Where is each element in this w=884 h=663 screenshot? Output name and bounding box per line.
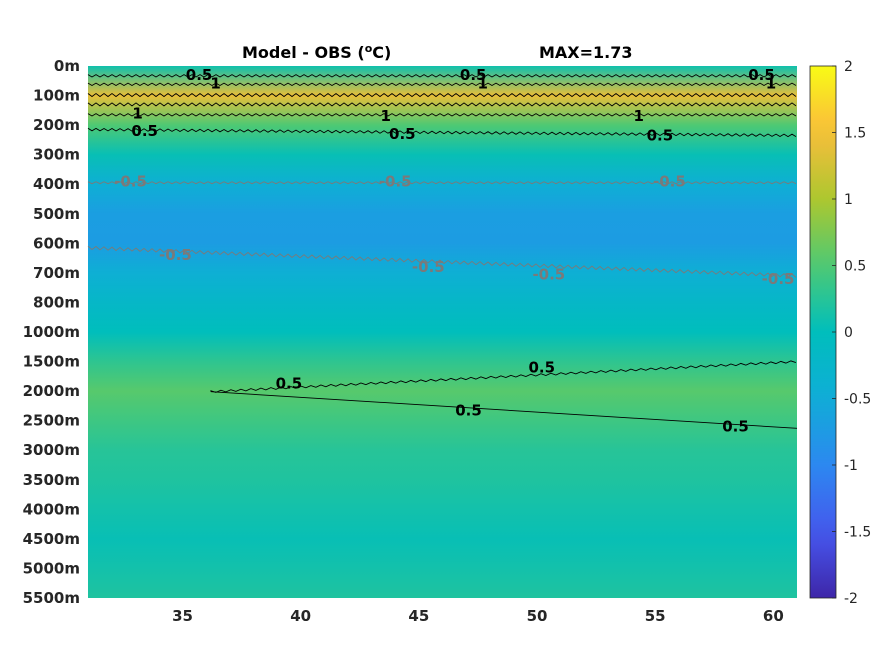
colorbar: 2 1.5 1 0.5 0 -0.5 -1 -1.5 -2 <box>809 59 871 607</box>
y-tick-label: 4500m <box>23 530 80 548</box>
contour-label: 0.5 <box>647 126 674 144</box>
contour-label: 0.5 <box>722 418 749 436</box>
y-tick-label: 400m <box>33 175 80 193</box>
contour-label: 0.5 <box>131 122 158 140</box>
contour-label: 1 <box>132 104 142 122</box>
colorbar-tick-label: -1.5 <box>844 525 871 541</box>
contour-label: 1 <box>766 75 776 93</box>
contour-label: 1 <box>210 75 220 93</box>
y-tick-label: 3000m <box>23 441 80 459</box>
contour-label: 0.5 <box>276 375 303 393</box>
y-tick-label: 800m <box>33 293 80 311</box>
contour-line <box>87 245 797 278</box>
x-tick-label: 35 <box>172 607 193 625</box>
colorbar-tick-label: 2 <box>844 59 853 75</box>
x-tick-label: 40 <box>290 607 311 625</box>
y-tick-label: 1000m <box>23 323 80 341</box>
heatmap-cells <box>88 66 797 598</box>
contour-line <box>87 113 797 117</box>
contour-line <box>210 360 797 393</box>
x-axis: 35 40 45 50 55 60 <box>172 607 784 625</box>
y-tick-label: 3500m <box>23 471 80 489</box>
y-tick-label: 600m <box>33 234 80 252</box>
contour-label: 0.5 <box>455 401 482 419</box>
chart-title-text: Model - OBS ( <box>242 43 365 62</box>
y-tick-label: 1500m <box>23 353 80 371</box>
chart-title: Model - OBS (oC) <box>242 42 391 62</box>
contour-label: -0.5 <box>412 258 445 276</box>
y-axis: 0m 100m 200m 300m 400m 500m 600m 700m 800m 1000m 1… <box>23 57 80 607</box>
y-tick-label: 2000m <box>23 382 80 400</box>
chart-title-unit: C) <box>372 43 391 62</box>
colorbar-tick-label: 1.5 <box>844 126 866 142</box>
contour-labels: 0.51 0.51 0.511 1 10.5 0.5 0.5-0.5 -0.5 -0.5-0.5… <box>114 66 794 436</box>
y-tick-label: 5500m <box>23 589 80 607</box>
contour-line <box>210 391 798 429</box>
max-label: MAX=1.73 <box>539 43 633 62</box>
y-tick-label: 300m <box>33 146 80 164</box>
contour-label: -0.5 <box>379 172 412 190</box>
contour-label: -0.5 <box>114 172 147 190</box>
colorbar-tick-label: 0 <box>844 325 853 341</box>
y-tick-label: 100m <box>33 87 80 105</box>
colorbar-tick-label: -0.5 <box>844 392 871 408</box>
y-tick-label: 200m <box>33 116 80 134</box>
y-tick-label: 700m <box>33 264 80 282</box>
contour-label: 1 <box>633 107 643 125</box>
contour-lines <box>87 74 798 429</box>
contour-line <box>87 74 797 78</box>
contour-label: 0.5 <box>460 66 487 84</box>
contour-label: -0.5 <box>762 270 795 288</box>
contour-label: 1 <box>381 107 391 125</box>
contour-label: 0.5 <box>528 358 555 376</box>
contour-label: 1 <box>477 75 487 93</box>
chart-title-degree: o <box>365 42 373 55</box>
contour-label: -0.5 <box>159 246 192 264</box>
contour-label: 0.5 <box>748 66 775 84</box>
colorbar-tick-label: 0.5 <box>844 259 866 275</box>
colorbar-tick-label: -1 <box>844 458 858 474</box>
contour-line <box>87 127 797 138</box>
contour-line <box>87 92 797 98</box>
y-tick-label: 5000m <box>23 559 80 577</box>
contour-line <box>87 181 797 185</box>
contour-label: 0.5 <box>389 125 416 143</box>
contour-line <box>87 102 797 107</box>
y-tick-label: 0m <box>54 57 80 75</box>
colorbar-tick-label: 1 <box>844 192 853 208</box>
y-tick-label: 4000m <box>23 500 80 518</box>
y-tick-label: 500m <box>33 205 80 223</box>
x-tick-label: 60 <box>763 607 784 625</box>
heatmap-field <box>88 66 797 598</box>
contour-label: -0.5 <box>532 265 565 283</box>
contour-line <box>87 82 797 87</box>
colorbar-bar <box>809 65 837 599</box>
contour-label: 0.5 <box>186 66 213 84</box>
x-tick-label: 45 <box>408 607 429 625</box>
colorbar-tick-label: -2 <box>844 591 858 607</box>
x-tick-label: 55 <box>645 607 666 625</box>
x-tick-label: 50 <box>527 607 548 625</box>
y-tick-label: 2500m <box>23 412 80 430</box>
contour-label: -0.5 <box>653 172 686 190</box>
